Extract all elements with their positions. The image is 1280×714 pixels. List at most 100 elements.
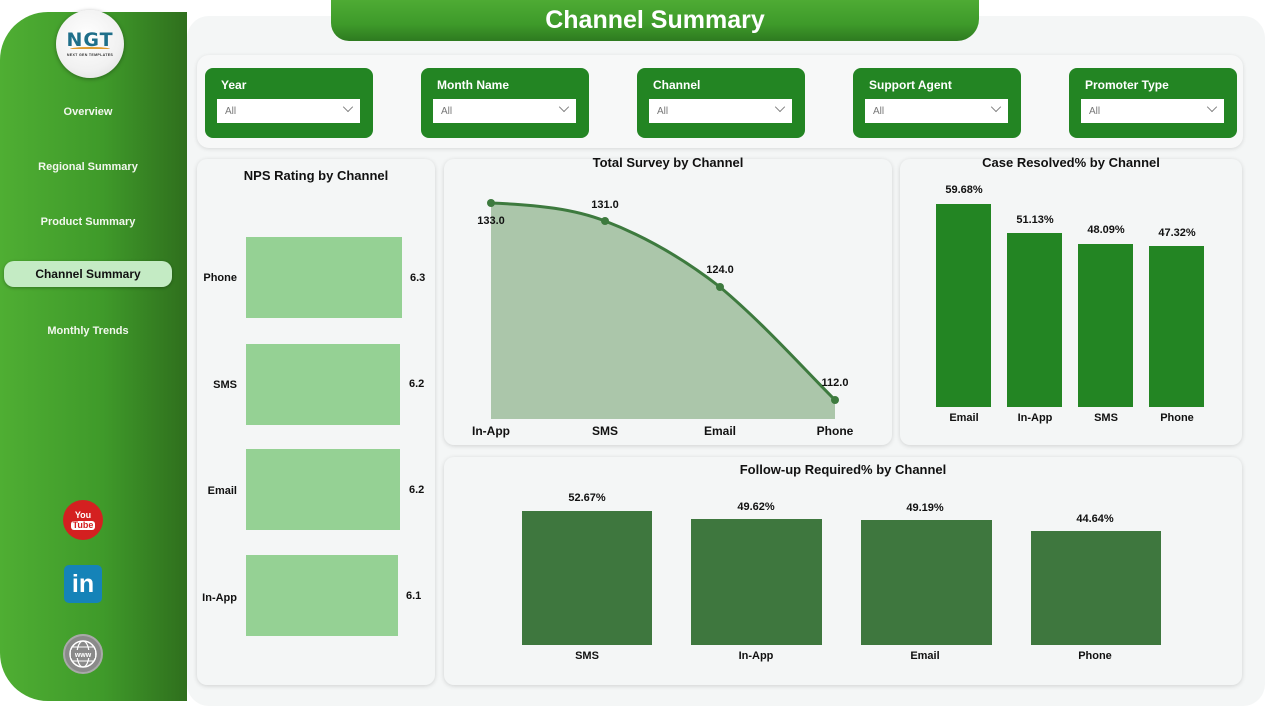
page-title: Channel Summary bbox=[545, 6, 765, 34]
nav-overview[interactable]: Overview bbox=[63, 106, 113, 118]
promoter-type-dropdown[interactable]: All bbox=[1081, 99, 1224, 123]
followup-bar-sms[interactable] bbox=[522, 511, 652, 645]
nps-val-sms: 6.2 bbox=[409, 378, 425, 390]
month-name-dropdown[interactable]: All bbox=[433, 99, 576, 123]
logo-subtext: NEXT GEN TEMPLATES bbox=[66, 53, 114, 57]
slicer-support-agent-label: Support Agent bbox=[869, 78, 952, 92]
nav-product-summary[interactable]: Product Summary bbox=[40, 216, 136, 228]
svg-text:131.0: 131.0 bbox=[591, 199, 619, 211]
total-survey-chart[interactable]: Total Survey by Channel 133.0 131.0 124.… bbox=[444, 155, 892, 445]
chevron-down-icon bbox=[990, 101, 1002, 113]
nps-val-email: 6.2 bbox=[409, 484, 425, 496]
case-bar-phone[interactable] bbox=[1149, 246, 1204, 407]
nav-regional-summary[interactable]: Regional Summary bbox=[38, 161, 138, 173]
chevron-down-icon bbox=[342, 101, 354, 113]
slicer-channel: Channel All bbox=[637, 68, 805, 138]
nps-bar-email[interactable] bbox=[246, 449, 400, 530]
followup-cat-sms: SMS bbox=[575, 650, 599, 662]
slicer-year: Year All bbox=[205, 68, 373, 138]
year-dropdown-value: All bbox=[225, 105, 237, 117]
year-dropdown[interactable]: All bbox=[217, 99, 360, 123]
youtube-icon[interactable]: You Tube bbox=[63, 500, 103, 540]
case-bar-email[interactable] bbox=[936, 204, 991, 407]
youtube-label-top: You bbox=[74, 509, 92, 520]
case-val-sms: 48.09% bbox=[1087, 224, 1125, 236]
case-bar-in-app[interactable] bbox=[1007, 233, 1062, 407]
nps-cat-email: Email bbox=[207, 485, 237, 497]
chevron-down-icon bbox=[558, 101, 570, 113]
followup-bar-email[interactable] bbox=[861, 520, 992, 645]
support-agent-dropdown-value: All bbox=[873, 105, 885, 117]
slicer-year-label: Year bbox=[221, 78, 247, 92]
case-resolved-chart-title: Case Resolved% by Channel bbox=[982, 155, 1160, 170]
followup-val-phone: 44.64% bbox=[1076, 513, 1114, 525]
nps-bar-phone[interactable] bbox=[246, 237, 402, 318]
ngt-logo[interactable]: NGT NEXT GEN TEMPLATES bbox=[56, 10, 124, 78]
followup-cat-email: Email bbox=[910, 650, 940, 662]
chevron-down-icon bbox=[774, 101, 786, 113]
channel-dropdown-value: All bbox=[657, 105, 669, 117]
chevron-down-icon bbox=[1206, 101, 1218, 113]
total-survey-chart-title: Total Survey by Channel bbox=[592, 155, 744, 170]
slicer-month-name: Month Name All bbox=[421, 68, 589, 138]
logo-text: NGT bbox=[66, 29, 114, 51]
slicer-promoter-type: Promoter Type All bbox=[1069, 68, 1237, 138]
case-cat-sms: SMS bbox=[1094, 412, 1118, 424]
nps-val-in-app: 6.1 bbox=[406, 590, 422, 602]
followup-val-in-app: 49.62% bbox=[737, 501, 775, 513]
month-name-dropdown-value: All bbox=[441, 105, 453, 117]
page-title-banner: Channel Summary bbox=[331, 0, 979, 41]
support-agent-dropdown[interactable]: All bbox=[865, 99, 1008, 123]
svg-text:Email: Email bbox=[704, 424, 736, 438]
nps-cat-phone: Phone bbox=[203, 272, 237, 284]
svg-text:www: www bbox=[74, 652, 92, 659]
followup-cat-phone: Phone bbox=[1078, 650, 1112, 662]
nps-val-phone: 6.3 bbox=[410, 272, 426, 284]
follow-up-chart-title: Follow-up Required% by Channel bbox=[739, 462, 947, 477]
svg-text:SMS: SMS bbox=[592, 424, 618, 438]
sidebar: NGT NEXT GEN TEMPLATES Overview Regional… bbox=[0, 10, 187, 701]
globe-glyph-icon: www bbox=[69, 640, 97, 668]
case-val-email: 59.68% bbox=[945, 184, 983, 196]
linkedin-icon[interactable]: in bbox=[64, 565, 102, 603]
logo-swoosh-icon bbox=[70, 47, 110, 51]
nps-cat-in-app: In-App bbox=[202, 592, 237, 604]
follow-up-required-chart[interactable]: Follow-up Required% by Channel 52.67% SM… bbox=[444, 457, 1242, 685]
linkedin-label: in bbox=[71, 569, 95, 598]
svg-text:In-App: In-App bbox=[472, 424, 510, 438]
case-val-in-app: 51.13% bbox=[1016, 214, 1054, 226]
followup-cat-in-app: In-App bbox=[738, 650, 774, 662]
nav-channel-summary[interactable]: Channel Summary bbox=[4, 261, 172, 287]
followup-val-email: 49.19% bbox=[906, 502, 944, 514]
youtube-label-bottom: Tube bbox=[70, 519, 96, 530]
slicer-channel-label: Channel bbox=[653, 78, 701, 92]
case-bar-sms[interactable] bbox=[1078, 244, 1133, 407]
nps-bar-sms[interactable] bbox=[246, 344, 400, 425]
nps-cat-sms: SMS bbox=[213, 379, 237, 391]
slicer-support-agent: Support Agent All bbox=[853, 68, 1021, 138]
case-val-phone: 47.32% bbox=[1158, 227, 1196, 239]
svg-text:124.0: 124.0 bbox=[706, 264, 734, 276]
slicer-promoter-type-label: Promoter Type bbox=[1085, 78, 1169, 92]
nps-bar-in-app[interactable] bbox=[246, 555, 398, 636]
followup-bar-phone[interactable] bbox=[1031, 531, 1161, 645]
total-survey-area-plot: 133.0 131.0 124.0 112.0 In-App SMS Email… bbox=[472, 199, 854, 438]
followup-bar-in-app[interactable] bbox=[691, 519, 822, 645]
nps-rating-chart[interactable]: NPS Rating by Channel Phone 6.3 SMS 6.2 … bbox=[197, 159, 435, 685]
svg-text:112.0: 112.0 bbox=[822, 377, 849, 389]
followup-val-sms: 52.67% bbox=[568, 492, 606, 504]
promoter-type-dropdown-value: All bbox=[1089, 105, 1101, 117]
globe-icon[interactable]: www bbox=[63, 634, 103, 674]
nav-monthly-trends[interactable]: Monthly Trends bbox=[47, 325, 129, 337]
channel-dropdown[interactable]: All bbox=[649, 99, 792, 123]
case-resolved-chart[interactable]: Case Resolved% by Channel 59.68% Email 5… bbox=[900, 155, 1242, 445]
nps-chart-title: NPS Rating by Channel bbox=[243, 168, 389, 183]
case-cat-in-app: In-App bbox=[1017, 412, 1053, 424]
case-cat-email: Email bbox=[949, 412, 979, 424]
survey-point-phone bbox=[831, 396, 839, 404]
survey-point-email bbox=[716, 283, 724, 291]
slicer-month-name-label: Month Name bbox=[437, 78, 509, 92]
survey-point-in-app bbox=[487, 199, 495, 207]
svg-text:133.0: 133.0 bbox=[477, 215, 505, 227]
